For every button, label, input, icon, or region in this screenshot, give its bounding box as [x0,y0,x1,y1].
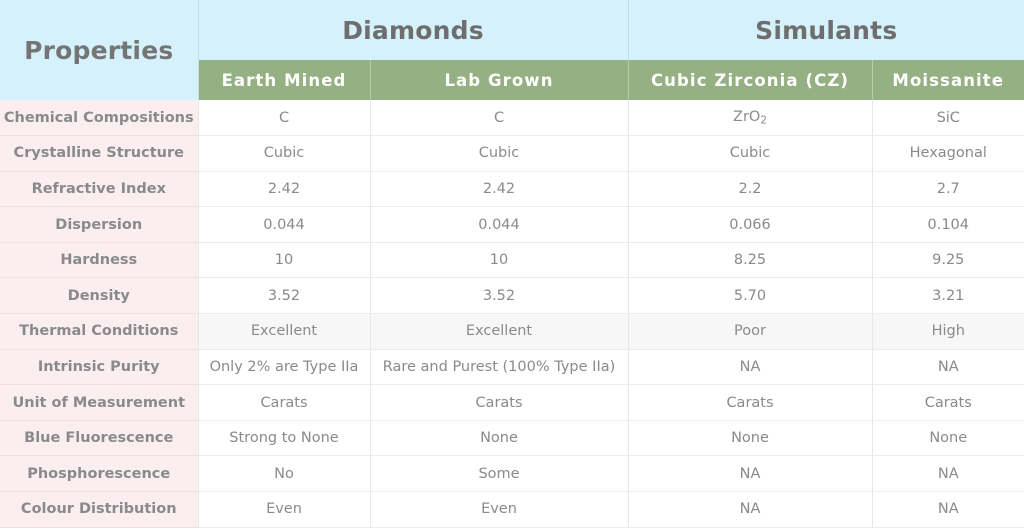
cell-lab_grown: Some [370,455,629,493]
cell-lab_grown: C [370,100,629,137]
cell-earth_mined: No [198,455,371,493]
table-row: Hardness 10 10 8.25 9.25 [0,242,1024,279]
properties-corner-header: Properties [0,0,199,100]
property-label-cell: Phosphorescence [0,455,199,493]
cell-earth_mined: 0.044 [198,206,371,243]
group-header-diamonds: Diamonds [198,0,629,60]
cell-lab_grown: Cubic [370,135,629,172]
property-label-cell: Hardness [0,242,199,279]
cell-cubic_zirconia: Poor [628,313,873,350]
table-row: Unit of Measurement Carats Carats Carats Car… [0,384,1024,421]
column-header-cubic-zirconia: Cubic Zirconia (CZ) [628,60,873,100]
cell-cubic_zirconia: 0.066 [628,206,873,243]
cell-lab_grown: 3.52 [370,277,629,315]
table-row: Density 3.52 3.52 5.70 3.21 [0,277,1024,315]
cell-earth_mined: Excellent [198,313,371,350]
column-header-row: Earth Mined Lab Grown Cubic Zirconia (CZ… [0,60,1024,100]
cell-lab_grown: Even [370,491,629,528]
cell-cubic_zirconia: Cubic [628,135,873,172]
property-label-cell: Crystalline Structure [0,135,199,172]
cell-lab_grown: 0.044 [370,206,629,243]
table-row: Crystalline Structure Cubic Cubic Cubic Hexa… [0,135,1024,172]
cell-moissanite: Carats [872,384,1024,421]
cell-cubic_zirconia: Carats [628,384,873,421]
cell-moissanite: NA [872,491,1024,528]
cell-earth_mined: 2.42 [198,171,371,208]
cell-lab_grown: 10 [370,242,629,279]
cell-earth_mined: Even [198,491,371,528]
property-label-cell: Chemical Compositions [0,100,199,137]
cell-cubic_zirconia: None [628,420,873,457]
cell-lab_grown: Carats [370,384,629,421]
cell-earth_mined: Cubic [198,135,371,172]
cell-lab_grown: Rare and Purest (100% Type IIa) [370,349,629,386]
column-header-lab-grown: Lab Grown [370,60,629,100]
table-row: Phosphorescence No Some NA NA [0,455,1024,493]
cell-earth_mined: Only 2% are Type IIa [198,349,371,386]
property-label-cell: Density [0,277,199,315]
table-row: Dispersion 0.044 0.044 0.066 0.104 [0,206,1024,243]
group-header-simulants: Simulants [628,0,1024,60]
cell-lab_grown: None [370,420,629,457]
cell-cubic_zirconia: NA [628,349,873,386]
table-row: Thermal Conditions Excellent Excellent Poor… [0,313,1024,350]
table-header: Properties Diamonds Simulants Earth Mine… [0,0,1024,100]
table-row: Intrinsic Purity Only 2% are Type IIa Rare… [0,349,1024,386]
column-header-earth-mined: Earth Mined [198,60,371,100]
cell-moissanite: NA [872,349,1024,386]
property-label-cell: Refractive Index [0,171,199,208]
cell-earth_mined: 3.52 [198,277,371,315]
cell-cubic_zirconia: NA [628,455,873,493]
table-row: Chemical Compositions C C ZrO2 SiC [0,100,1024,137]
cell-earth_mined: Strong to None [198,420,371,457]
cell-lab_grown: 2.42 [370,171,629,208]
cell-moissanite: None [872,420,1024,457]
cell-moissanite: 3.21 [872,277,1024,315]
table-row: Colour Distribution Even Even NA NA [0,491,1024,528]
property-label-cell: Blue Fluorescence [0,420,199,457]
table-row: Refractive Index 2.42 2.42 2.2 2.7 [0,171,1024,208]
cell-cubic_zirconia: 2.2 [628,171,873,208]
cell-earth_mined: 10 [198,242,371,279]
property-label-cell: Intrinsic Purity [0,349,199,386]
column-header-moissanite: Moissanite [872,60,1024,100]
cell-moissanite: 0.104 [872,206,1024,243]
cell-cubic_zirconia: 5.70 [628,277,873,315]
property-label-cell: Dispersion [0,206,199,243]
cell-moissanite: SiC [872,100,1024,137]
table-body: Chemical Compositions C C ZrO2 SiC Crystallin… [0,100,1024,528]
table-row: Blue Fluorescence Strong to None None None N… [0,420,1024,457]
group-header-row: Properties Diamonds Simulants [0,0,1024,100]
cell-cubic_zirconia: NA [628,491,873,528]
property-label-cell: Thermal Conditions [0,313,199,350]
cell-earth_mined: Carats [198,384,371,421]
cell-moissanite: 2.7 [872,171,1024,208]
cell-moissanite: Hexagonal [872,135,1024,172]
property-label-cell: Unit of Measurement [0,384,199,421]
cell-moissanite: High [872,313,1024,350]
cell-lab_grown: Excellent [370,313,629,350]
cell-cubic_zirconia: ZrO2 [628,100,873,137]
cell-earth_mined: C [198,100,371,137]
property-label-cell: Colour Distribution [0,491,199,528]
cell-moissanite: 9.25 [872,242,1024,279]
cell-moissanite: NA [872,455,1024,493]
cell-cubic_zirconia: 8.25 [628,242,873,279]
